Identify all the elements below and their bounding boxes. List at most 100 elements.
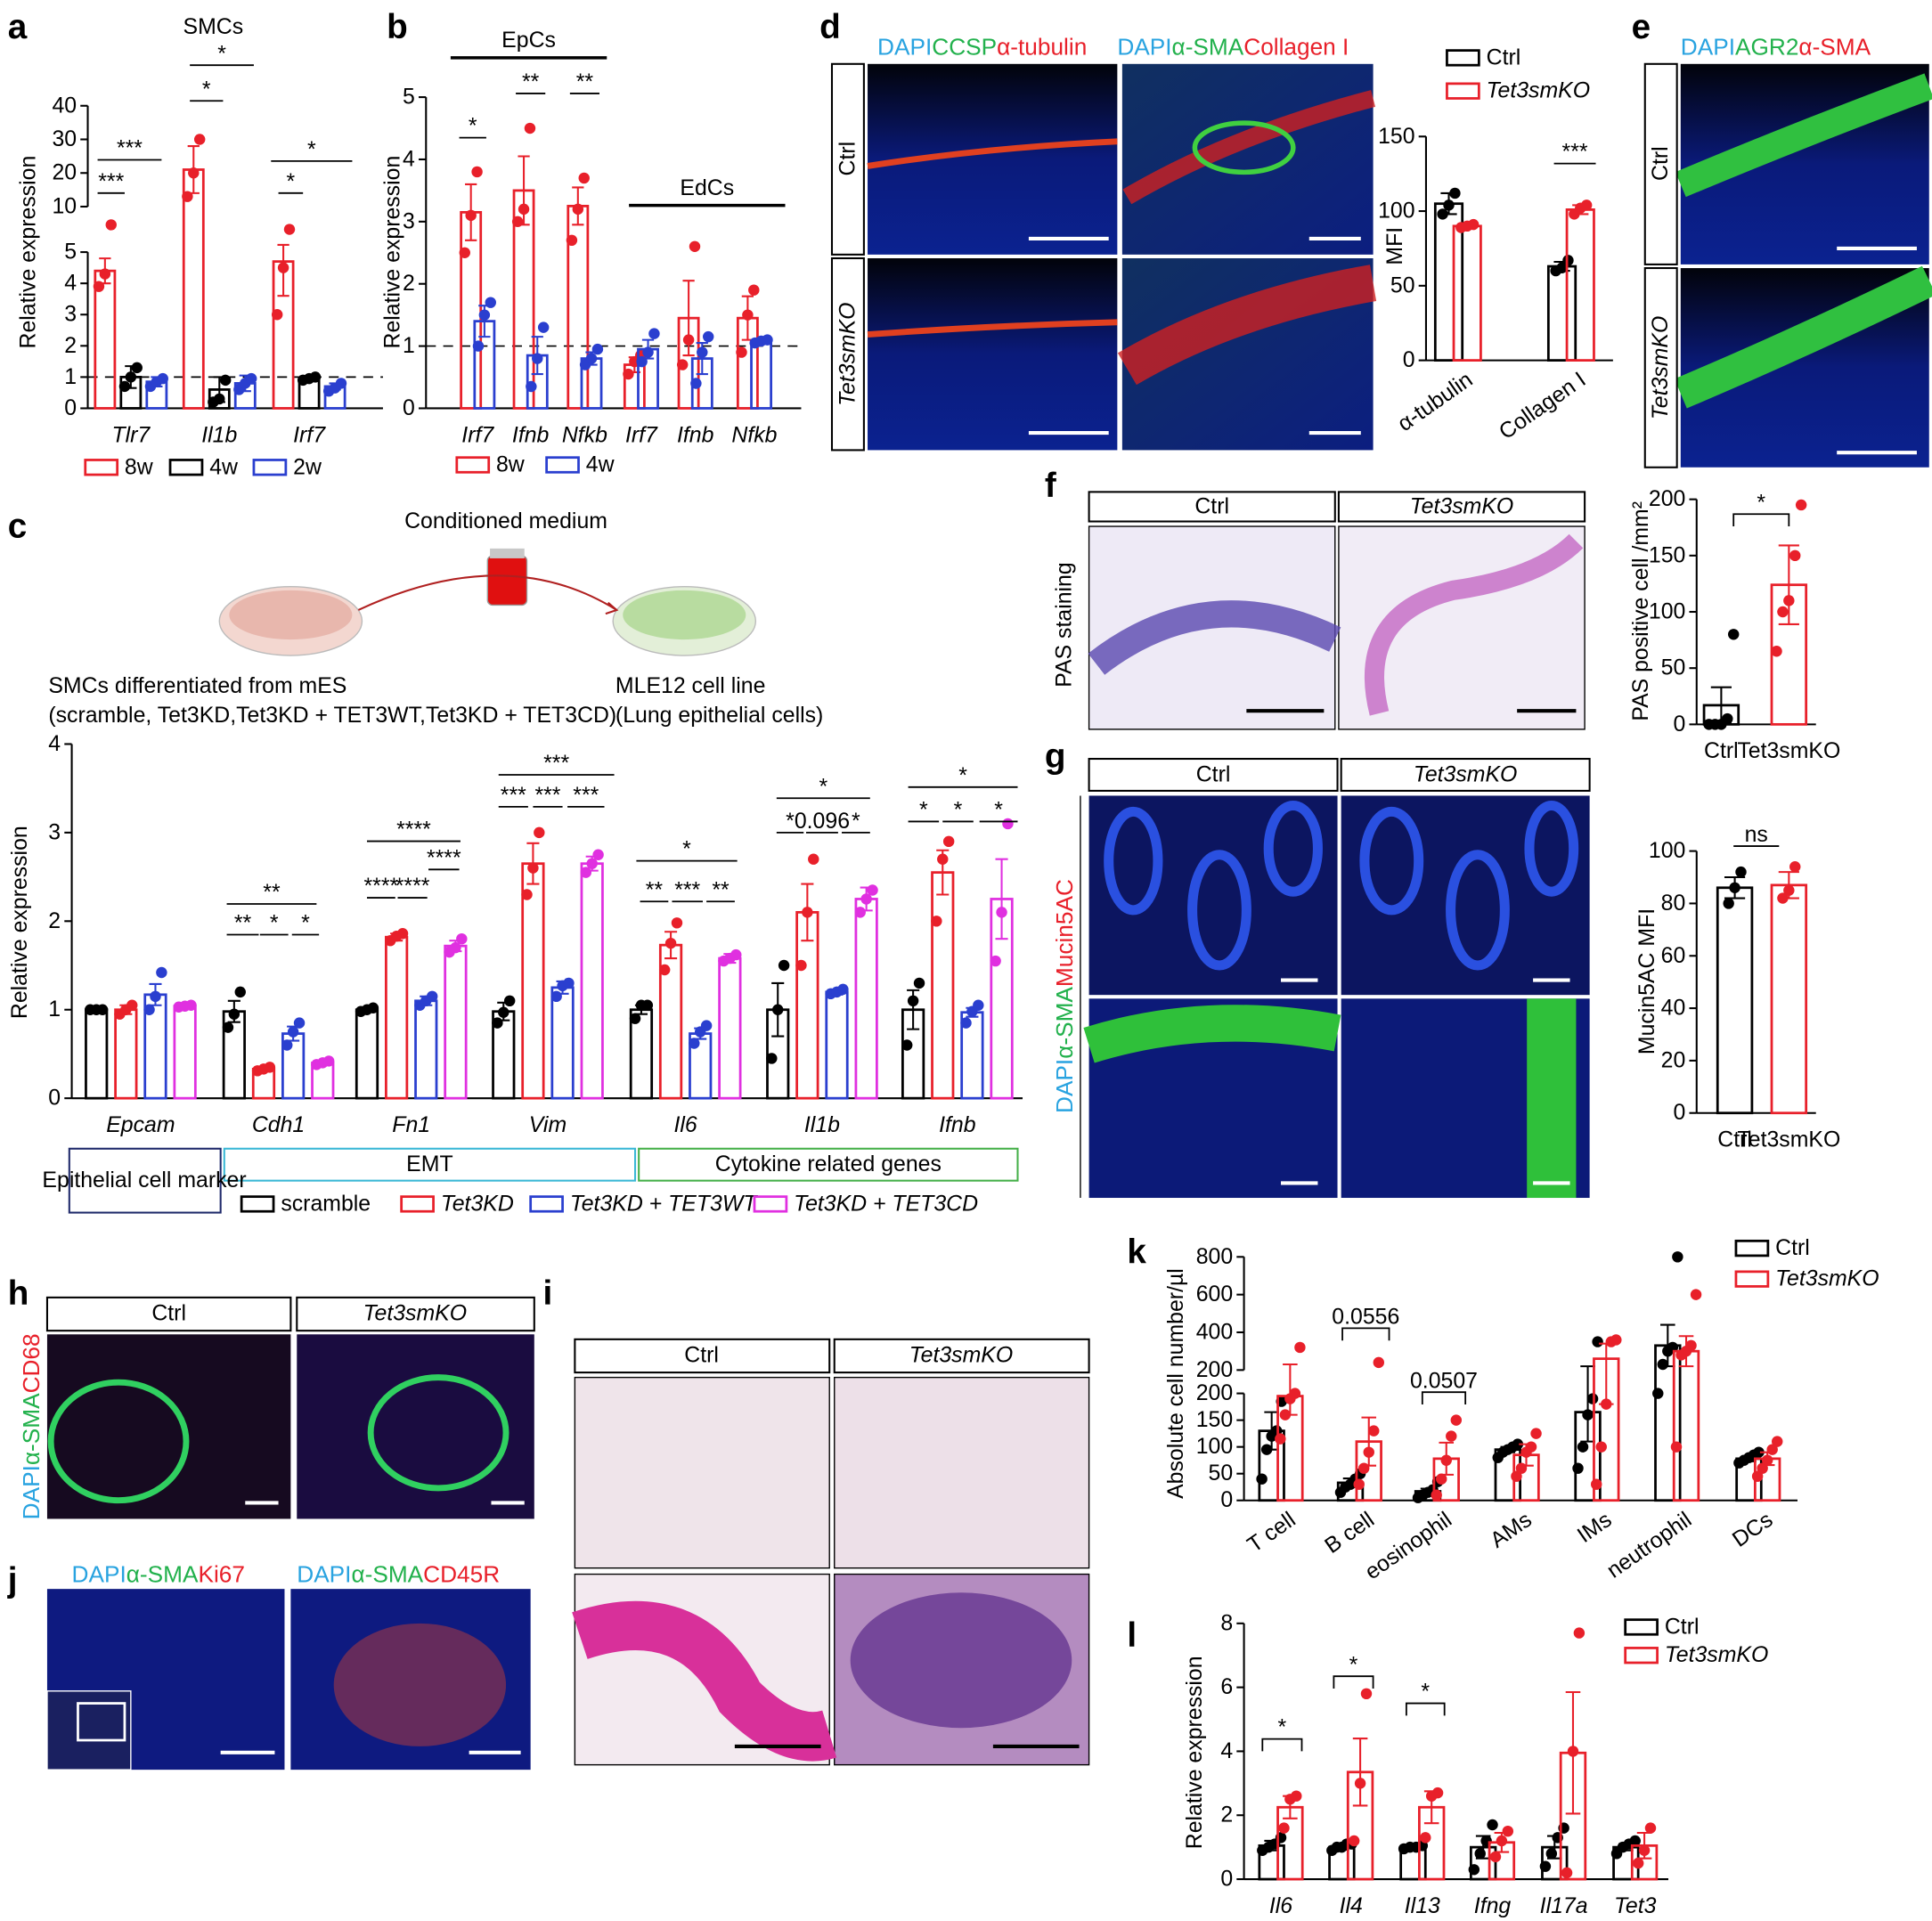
data-point [492,1017,503,1029]
y-tick-label: 800 [1196,1245,1233,1269]
significance-label: *** [1562,141,1588,165]
data-point [1431,1787,1444,1799]
x-tick-label: Ctrl [1717,1128,1752,1152]
data-point [867,884,878,896]
bar [825,990,849,1100]
image-panel-f [1088,491,1586,730]
bar [1452,224,1482,362]
data-point [1474,1848,1486,1860]
data-point [214,393,225,405]
stain: α-SMA [1172,33,1244,60]
significance-bracket [1341,1327,1390,1341]
bar [718,956,742,1100]
y-tick-label: 100 [1649,839,1685,863]
data-point [690,378,702,389]
data-point [1278,1822,1290,1834]
data-point [837,983,849,996]
panel-letter: h [8,1274,29,1313]
stain: AGR2 [1735,33,1798,60]
legend-label: Tet3KD + TET3CD [794,1192,978,1216]
y-tick-label: 150 [1649,543,1685,567]
x-tick-label: Il6 [674,1113,697,1137]
x-tick-label: Il1b [804,1113,840,1137]
significance-label: *** [573,784,599,808]
legend-swatch [1446,82,1480,100]
significance-label: ** [646,878,664,902]
data-point [1777,606,1789,618]
data-point [1727,629,1740,640]
legend-swatch [84,459,119,476]
column-label: Tet3smKO [909,1343,1013,1367]
x-tick-label: T cell [1243,1508,1300,1558]
image-panel-h [45,1296,535,1519]
data-point [1440,1454,1452,1466]
data-point [1363,1446,1374,1458]
column-label: Ctrl [151,1301,186,1325]
y-tick-label: 100 [1378,199,1414,224]
data-point [503,995,516,1007]
x-tick-label: Ifnb [939,1113,976,1137]
legend-label: Tet3smKO [1775,1267,1879,1291]
column-label: Tet3smKO [1410,494,1513,518]
data-point [658,964,671,976]
stain: Collagen I [1243,33,1349,60]
significance-label: * [994,799,1003,823]
legend-swatch [1734,1270,1770,1288]
legend-label: 4w [209,455,238,479]
schematic-label: MLE12 cell line [615,674,765,698]
data-point [671,917,683,929]
data-point [1644,1822,1657,1834]
significance-label: **** [396,818,431,842]
legend-swatch [1446,49,1480,67]
column-label: Ctrl [1196,762,1231,786]
y-tick-label: 50 [1390,273,1415,297]
stain: DAPI [18,1465,45,1519]
significance-bracket [1405,1702,1446,1716]
bar [1770,883,1808,1115]
significance-label: **** [395,875,430,899]
stain: DAPI [297,1561,351,1588]
significance-label: ** [522,70,540,94]
significance-label: *** [534,784,560,808]
data-point [478,309,491,321]
x-tick-label: Tet3 [1614,1894,1657,1918]
image-panel-d [830,62,1377,452]
data-point [1467,218,1480,231]
data-point [808,853,819,865]
data-point [1525,1441,1537,1453]
data-point [188,167,200,179]
data-point [150,990,161,1003]
y-tick-label: 4 [1220,1739,1233,1763]
data-point [854,907,866,918]
data-point [396,928,409,940]
data-point [730,948,742,961]
significance-label: * [819,775,827,799]
data-point [901,1039,913,1051]
x-tick-label: Ifng [1474,1894,1512,1918]
bar [1716,886,1754,1115]
data-point [1610,1334,1622,1346]
data-point [629,1013,641,1024]
group-label: Cytokine related genes [715,1152,942,1176]
data-point [1515,1462,1528,1474]
row-label: Tet3smKO [836,302,860,405]
panel-letter: l [1127,1616,1137,1655]
legend-label: 8w [496,452,525,476]
stain: α-SMA [1051,987,1078,1059]
data-point [1420,1832,1431,1844]
bar [1565,208,1595,362]
significance-label: * [786,810,795,834]
data-point [1777,892,1789,904]
data-point [367,1002,379,1013]
data-point [578,172,590,184]
y-tick-label: 150 [1196,1408,1233,1432]
row-label: PAS staining [1052,562,1076,687]
significance-bracket [1333,1675,1374,1689]
x-tick-label: IMs [1573,1508,1616,1548]
data-point [1450,1414,1463,1426]
legend-label: Tet3KD [441,1192,514,1216]
stain-label: DAPIα-SMACD68 [18,1333,45,1519]
data-point [1629,1835,1641,1847]
data-point [143,1004,155,1015]
x-tick-label: α-tubulin [1393,368,1477,436]
